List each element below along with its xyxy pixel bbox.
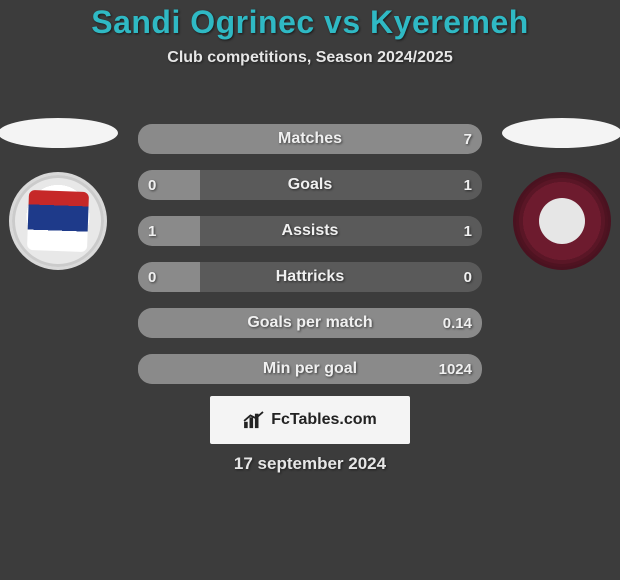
stat-value-right: 1: [464, 170, 472, 200]
player-left-slot: [0, 118, 118, 270]
avatar-oval-right: [502, 118, 620, 148]
chart-icon: [243, 411, 265, 429]
stat-value-left: 0: [148, 170, 156, 200]
stat-value-right: 1024: [439, 354, 472, 384]
stat-row: 0.14 Goals per match: [138, 308, 482, 338]
branding-text: FcTables.com: [271, 411, 377, 429]
club-badge-left: [9, 172, 107, 270]
avatar-oval-left: [0, 118, 118, 148]
stat-row: 1 1 Assists: [138, 216, 482, 246]
club-badge-right: [513, 172, 611, 270]
stat-row: 0 0 Hattricks: [138, 262, 482, 292]
stat-label: Hattricks: [276, 268, 344, 286]
stat-value-left: 1: [148, 216, 156, 246]
date-text: 17 september 2024: [0, 454, 620, 474]
branding-badge: FcTables.com: [210, 396, 410, 444]
stats-list: 7 Matches 0 1 Goals 1 1 Assists 0 0 Hattricks 0.14 G…: [138, 124, 482, 400]
stat-value-left: 0: [148, 262, 156, 292]
page-title: Sandi Ogrinec vs Kyeremeh: [0, 4, 620, 41]
player-right-slot: [502, 118, 620, 270]
stat-label: Min per goal: [263, 360, 357, 378]
stat-value-right: 0: [464, 262, 472, 292]
stat-row: 0 1 Goals: [138, 170, 482, 200]
stat-row: 7 Matches: [138, 124, 482, 154]
stat-row: 1024 Min per goal: [138, 354, 482, 384]
stat-label: Assists: [282, 222, 339, 240]
stat-label: Goals per match: [247, 314, 372, 332]
stat-label: Goals: [288, 176, 332, 194]
stat-label: Matches: [278, 130, 342, 148]
stat-value-right: 1: [464, 216, 472, 246]
stat-value-right: 0.14: [443, 308, 472, 338]
page-subtitle: Club competitions, Season 2024/2025: [0, 49, 620, 67]
stat-value-right: 7: [464, 124, 472, 154]
comparison-card: Sandi Ogrinec vs Kyeremeh Club competiti…: [0, 0, 620, 580]
